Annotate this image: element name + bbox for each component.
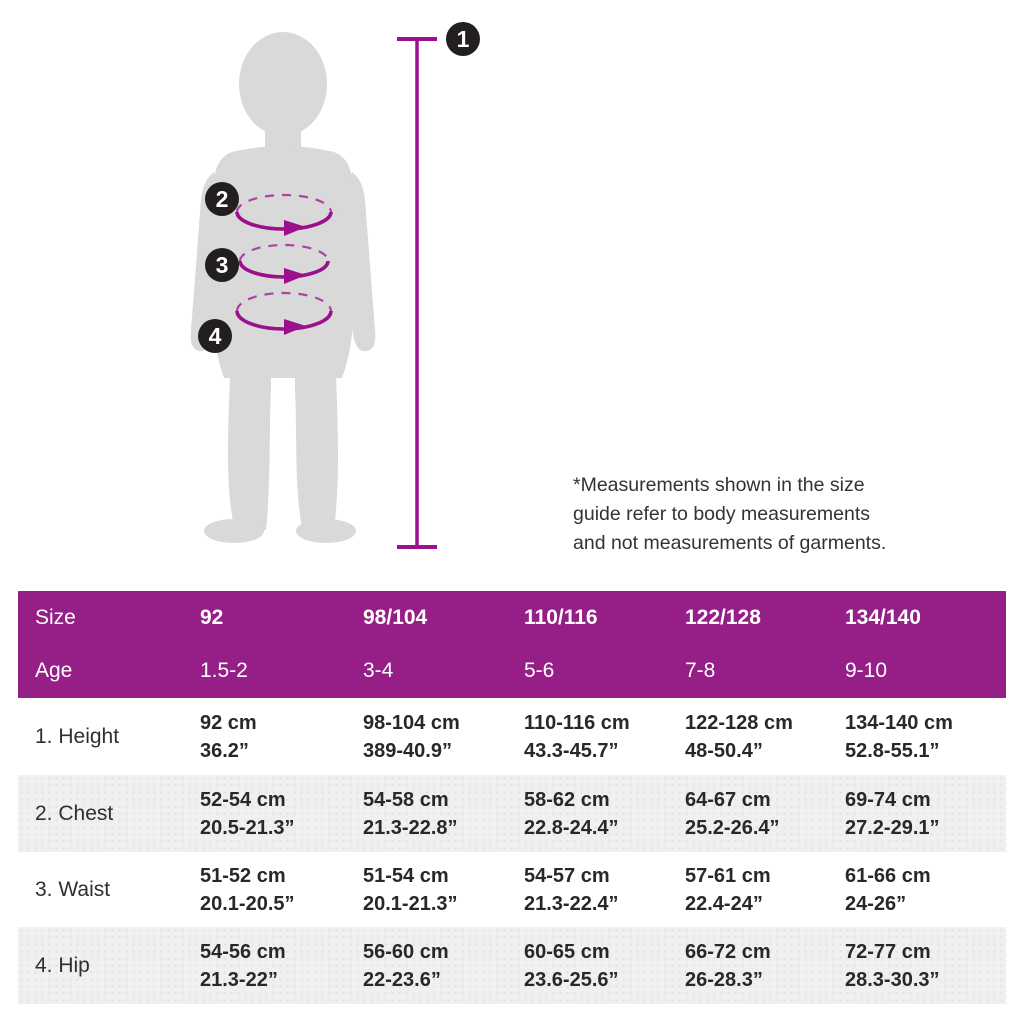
measure-cell: 134-140 cm 52.8-55.1” bbox=[845, 711, 953, 762]
hip-measure-arrow bbox=[235, 291, 333, 335]
size-header-label: Size bbox=[35, 606, 76, 629]
measure-cell: 52-54 cm 20.5-21.3” bbox=[200, 788, 295, 839]
size-col-92: 92 bbox=[200, 606, 224, 629]
measure-cell: 92 cm 36.2” bbox=[200, 711, 257, 762]
svg-text:4: 4 bbox=[209, 323, 222, 349]
age-col: 5-6 bbox=[524, 659, 555, 682]
measure-cell: 54-57 cm 21.3-22.4” bbox=[524, 864, 619, 915]
svg-text:3: 3 bbox=[216, 252, 229, 278]
badge-4-hip: 4 bbox=[198, 319, 232, 353]
measure-cell: 110-116 cm 43.3-45.7” bbox=[524, 711, 630, 762]
size-col-110-116: 110/116 bbox=[524, 606, 598, 629]
row-label: 3. Waist bbox=[35, 877, 111, 901]
waist-measure-arrow bbox=[238, 243, 330, 284]
table-row-waist: 3. Waist 51-52 cm 20.1-20.5” 51-54 cm 20.1… bbox=[18, 852, 1006, 927]
measure-cell: 122-128 cm 48-50.4” bbox=[685, 711, 793, 762]
size-header-row: Size 92 98/104 110/116 122/128 134/140 bbox=[18, 596, 1006, 640]
table-row-hip: 4. Hip 54-56 cm 21.3-22” 56-60 cm 22-23.6”… bbox=[18, 927, 1006, 1004]
age-header-label: Age bbox=[35, 659, 73, 682]
measure-cell: 51-54 cm 20.1-21.3” bbox=[363, 864, 458, 915]
measure-cell: 54-58 cm 21.3-22.8” bbox=[363, 788, 458, 839]
row-label: 4. Hip bbox=[35, 953, 90, 977]
size-table: Size 92 98/104 110/116 122/128 134/140 A… bbox=[18, 591, 1006, 1004]
disclaimer-line: guide refer to body measurements bbox=[573, 503, 870, 525]
measure-cell: 51-52 cm 20.1-20.5” bbox=[200, 864, 295, 915]
age-col: 1.5-2 bbox=[200, 659, 248, 682]
measure-cell: 72-77 cm 28.3-30.3” bbox=[845, 940, 940, 991]
svg-text:2: 2 bbox=[216, 186, 229, 212]
size-col-98-104: 98/104 bbox=[363, 606, 428, 629]
badge-3-waist: 3 bbox=[205, 248, 239, 282]
age-header-row: Age 1.5-2 3-4 5-6 7-8 9-10 bbox=[18, 649, 1006, 693]
badge-1-height: 1 bbox=[446, 22, 480, 56]
measure-cell: 64-67 cm 25.2-26.4” bbox=[685, 788, 780, 839]
age-col: 3-4 bbox=[363, 659, 394, 682]
measure-cell: 57-61 cm 22.4-24” bbox=[685, 864, 771, 915]
child-silhouette bbox=[190, 32, 376, 543]
measure-cell: 60-65 cm 23.6-25.6” bbox=[524, 940, 619, 991]
measure-cell: 98-104 cm 389-40.9” bbox=[363, 711, 460, 762]
measure-cell: 54-56 cm 21.3-22” bbox=[200, 940, 286, 991]
badge-2-chest: 2 bbox=[205, 182, 239, 216]
size-col-134-140: 134/140 bbox=[845, 606, 921, 629]
measure-cell: 61-66 cm 24-26” bbox=[845, 864, 931, 915]
svg-text:1: 1 bbox=[457, 26, 470, 52]
size-col-122-128: 122/128 bbox=[685, 606, 761, 629]
size-table-header: Size 92 98/104 110/116 122/128 134/140 A… bbox=[18, 591, 1006, 698]
height-measure-line bbox=[397, 37, 437, 549]
measure-cell: 58-62 cm 22.8-24.4” bbox=[524, 788, 619, 839]
table-row-height: 1. Height 92 cm 36.2” 98-104 cm 389-40.9” … bbox=[18, 698, 1006, 775]
chest-measure-arrow bbox=[235, 193, 333, 236]
age-col: 7-8 bbox=[685, 659, 716, 682]
table-row-chest: 2. Chest 52-54 cm 20.5-21.3” 54-58 cm 21.3… bbox=[18, 775, 1006, 852]
measure-cell: 66-72 cm 26-28.3” bbox=[685, 940, 771, 991]
disclaimer-line: and not measurements of garments. bbox=[573, 532, 887, 554]
row-label: 1. Height bbox=[35, 724, 120, 748]
disclaimer-note: *Measurements shown in the size guide re… bbox=[573, 471, 943, 558]
measure-cell: 69-74 cm 27.2-29.1” bbox=[845, 788, 940, 839]
measure-cell: 56-60 cm 22-23.6” bbox=[363, 940, 449, 991]
disclaimer-line: *Measurements shown in the size bbox=[573, 474, 865, 496]
row-label: 2. Chest bbox=[35, 801, 114, 825]
body-measurement-diagram: 1 2 3 4 bbox=[190, 22, 480, 549]
age-col: 9-10 bbox=[845, 659, 888, 682]
